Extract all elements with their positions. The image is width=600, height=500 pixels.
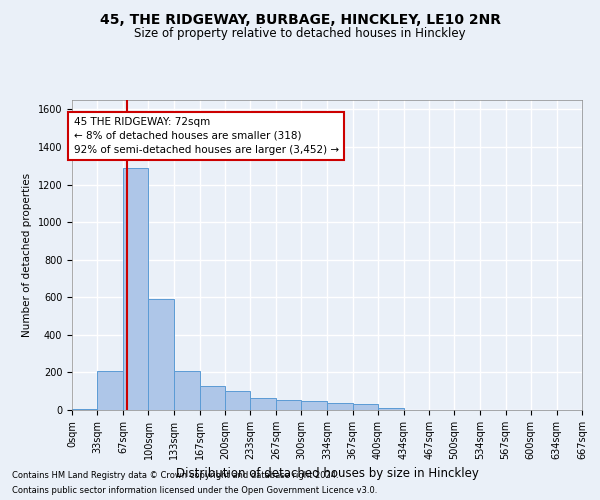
Text: Size of property relative to detached houses in Hinckley: Size of property relative to detached ho… [134, 28, 466, 40]
Bar [123, 168, 148, 410]
Bar [173, 370, 200, 410]
Bar [72, 409, 97, 410]
Text: 45, THE RIDGEWAY, BURBAGE, HINCKLEY, LE10 2NR: 45, THE RIDGEWAY, BURBAGE, HINCKLEY, LE1… [100, 12, 500, 26]
X-axis label: Distribution of detached houses by size in Hinckley: Distribution of detached houses by size … [176, 468, 478, 480]
Bar [250, 398, 276, 410]
Bar [301, 400, 328, 410]
Y-axis label: Number of detached properties: Number of detached properties [22, 173, 32, 337]
Bar [225, 391, 250, 410]
Bar [378, 408, 404, 410]
Bar [200, 386, 225, 410]
Bar [328, 404, 353, 410]
Text: Contains public sector information licensed under the Open Government Licence v3: Contains public sector information licen… [12, 486, 377, 495]
Text: 45 THE RIDGEWAY: 72sqm
← 8% of detached houses are smaller (318)
92% of semi-det: 45 THE RIDGEWAY: 72sqm ← 8% of detached … [74, 117, 338, 155]
Bar [97, 370, 123, 410]
Bar [353, 404, 378, 410]
Text: Contains HM Land Registry data © Crown copyright and database right 2024.: Contains HM Land Registry data © Crown c… [12, 471, 338, 480]
Bar [148, 299, 173, 410]
Bar [276, 400, 301, 410]
